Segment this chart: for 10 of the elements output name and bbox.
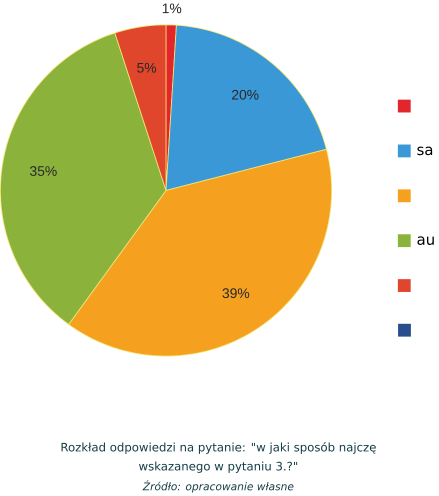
text: Rozkład odpowiedzi na pytanie: "w jaki sposób najczę	[62, 442, 376, 454]
text: Źródło: opracowanie własne	[142, 480, 294, 492]
legend-label: sa	[418, 146, 432, 156]
data-label: 5%	[137, 62, 156, 73]
data-label: 1%	[162, 4, 182, 14]
legend-label: au	[418, 236, 434, 245]
data-label: 39%	[222, 288, 250, 298]
data-label: 35%	[30, 166, 57, 176]
data-label: 20%	[232, 90, 259, 100]
text: wskazanego w pytaniu 3.?"	[139, 462, 298, 473]
